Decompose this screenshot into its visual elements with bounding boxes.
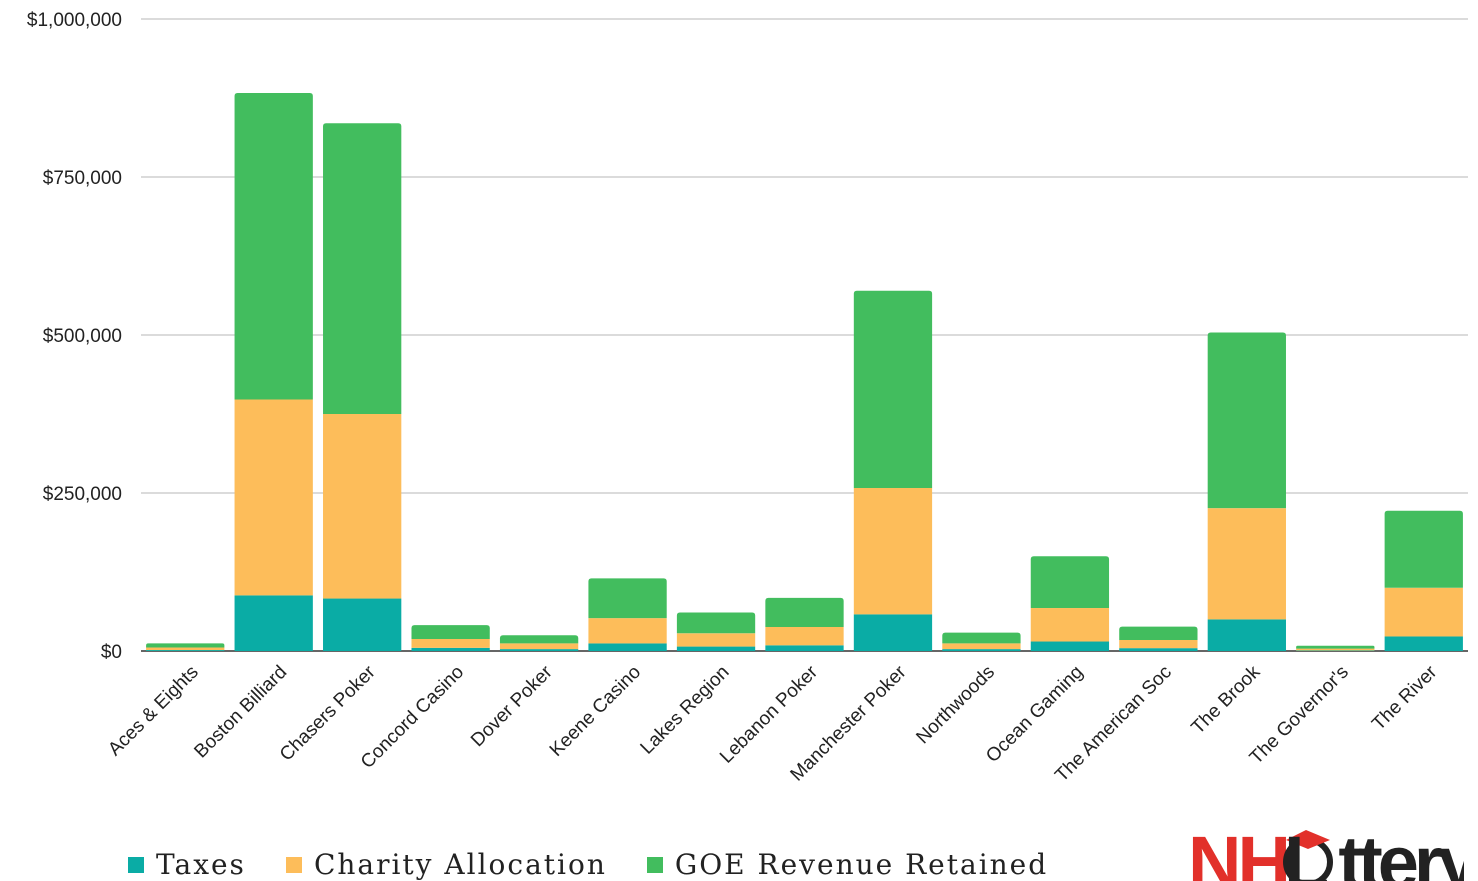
bar-segment-charity-allocation (765, 627, 843, 645)
bar-segment-charity-allocation (1031, 608, 1109, 641)
bar-segment-goe-revenue-retained (1208, 332, 1286, 508)
x-tick-label: Keene Casino (546, 662, 645, 761)
bar-stack (500, 635, 578, 651)
x-tick-label: Dover Poker (467, 661, 557, 751)
bar-segment-charity-allocation (1119, 640, 1197, 648)
legend-swatch-taxes (128, 857, 144, 873)
bar-segment-goe-revenue-retained (323, 123, 401, 414)
bar-segment-goe-revenue-retained (235, 93, 313, 400)
logo-nh: NH (1188, 822, 1287, 881)
y-tick-label: $1,000,000 (27, 10, 122, 31)
bar-segment-charity-allocation (677, 633, 755, 646)
bar-segment-taxes (1385, 636, 1463, 651)
bar-stack (1119, 627, 1197, 651)
y-tick-label: $500,000 (43, 326, 122, 347)
bar-segment-goe-revenue-retained (942, 633, 1020, 644)
bar-segment-goe-revenue-retained (765, 598, 843, 627)
bar-segment-goe-revenue-retained (1385, 511, 1463, 588)
bar-segment-goe-revenue-retained (677, 612, 755, 633)
bar-segment-charity-allocation (146, 648, 224, 651)
nh-lottery-logo: NH L ttery (1188, 822, 1464, 881)
legend-label-goe: GOE Revenue Retained (675, 848, 1048, 881)
legend-item-taxes: Taxes (128, 848, 246, 881)
legend: Taxes Charity Allocation GOE Revenue Ret… (128, 848, 1088, 881)
bar-stack (765, 598, 843, 651)
x-tick-label: Lakes Region (637, 662, 734, 759)
bar-segment-goe-revenue-retained (588, 578, 666, 618)
bar-segment-charity-allocation (1385, 588, 1463, 637)
bar-stack (588, 578, 666, 651)
bar-stack (146, 643, 224, 651)
logo-lottery: L ttery (1284, 822, 1464, 881)
y-tick-label: $0 (101, 642, 122, 663)
bar-segment-taxes (677, 647, 755, 651)
bar-segment-charity-allocation (1296, 649, 1374, 651)
legend-swatch-goe (647, 857, 663, 873)
bar-segment-taxes (411, 648, 489, 651)
bar-segment-charity-allocation (588, 618, 666, 643)
bar-segment-goe-revenue-retained (1119, 627, 1197, 640)
y-tick-label: $250,000 (43, 484, 122, 505)
bar-segment-taxes (1119, 648, 1197, 651)
bar-stack (854, 291, 932, 651)
x-tick-label: The River (1368, 661, 1442, 735)
bar-segment-taxes (1031, 642, 1109, 651)
bar-stack (1296, 646, 1374, 651)
bar-stack (677, 612, 755, 651)
bar-segment-goe-revenue-retained (854, 291, 932, 488)
bar-segment-charity-allocation (500, 643, 578, 649)
legend-label-taxes: Taxes (156, 848, 246, 881)
stacked-bar-chart: $0 $250,000 $500,000 $750,000 $1,000,000 Ace… (0, 0, 1478, 848)
bar-segment-taxes (854, 614, 932, 651)
bar-segment-taxes (323, 599, 401, 651)
bar-stack (1385, 511, 1463, 651)
legend-label-charity: Charity Allocation (314, 848, 607, 881)
bar-segment-taxes (588, 643, 666, 651)
bar-segment-goe-revenue-retained (146, 643, 224, 647)
bar-segment-goe-revenue-retained (1031, 556, 1109, 608)
bar-segment-goe-revenue-retained (411, 625, 489, 639)
x-tick-label: The Brook (1188, 661, 1265, 738)
legend-item-goe: GOE Revenue Retained (647, 848, 1048, 881)
bar-stack (235, 93, 313, 651)
bar-segment-taxes (765, 645, 843, 651)
bar-segment-goe-revenue-retained (1296, 646, 1374, 649)
bar-segment-taxes (500, 649, 578, 651)
bar-segment-taxes (942, 649, 1020, 651)
y-tick-label: $750,000 (43, 168, 122, 189)
bar-segment-charity-allocation (942, 643, 1020, 649)
bar-segment-charity-allocation (1208, 508, 1286, 619)
bar-stack (411, 625, 489, 651)
x-tick-label: Boston Billiard (191, 662, 292, 763)
bar-segment-charity-allocation (323, 414, 401, 599)
bar-segment-goe-revenue-retained (500, 635, 578, 643)
bar-segment-taxes (146, 650, 224, 651)
bar-stack (1031, 556, 1109, 651)
bar-stack (323, 123, 401, 651)
bar-stack (942, 633, 1020, 651)
bar-segment-charity-allocation (235, 399, 313, 595)
bar-segment-taxes (1296, 650, 1374, 651)
bar-segment-charity-allocation (854, 488, 932, 614)
y-axis-ticks: $0 $250,000 $500,000 $750,000 $1,000,000 (27, 10, 122, 663)
bar-segment-taxes (1208, 619, 1286, 651)
bar-segment-taxes (235, 595, 313, 651)
legend-item-charity: Charity Allocation (286, 848, 607, 881)
bar-segment-charity-allocation (411, 639, 489, 648)
x-tick-label: Northwoods (912, 662, 999, 749)
bar-stack (1208, 332, 1286, 651)
legend-swatch-charity (286, 857, 302, 873)
x-tick-label: Aces & Eights (104, 662, 202, 760)
